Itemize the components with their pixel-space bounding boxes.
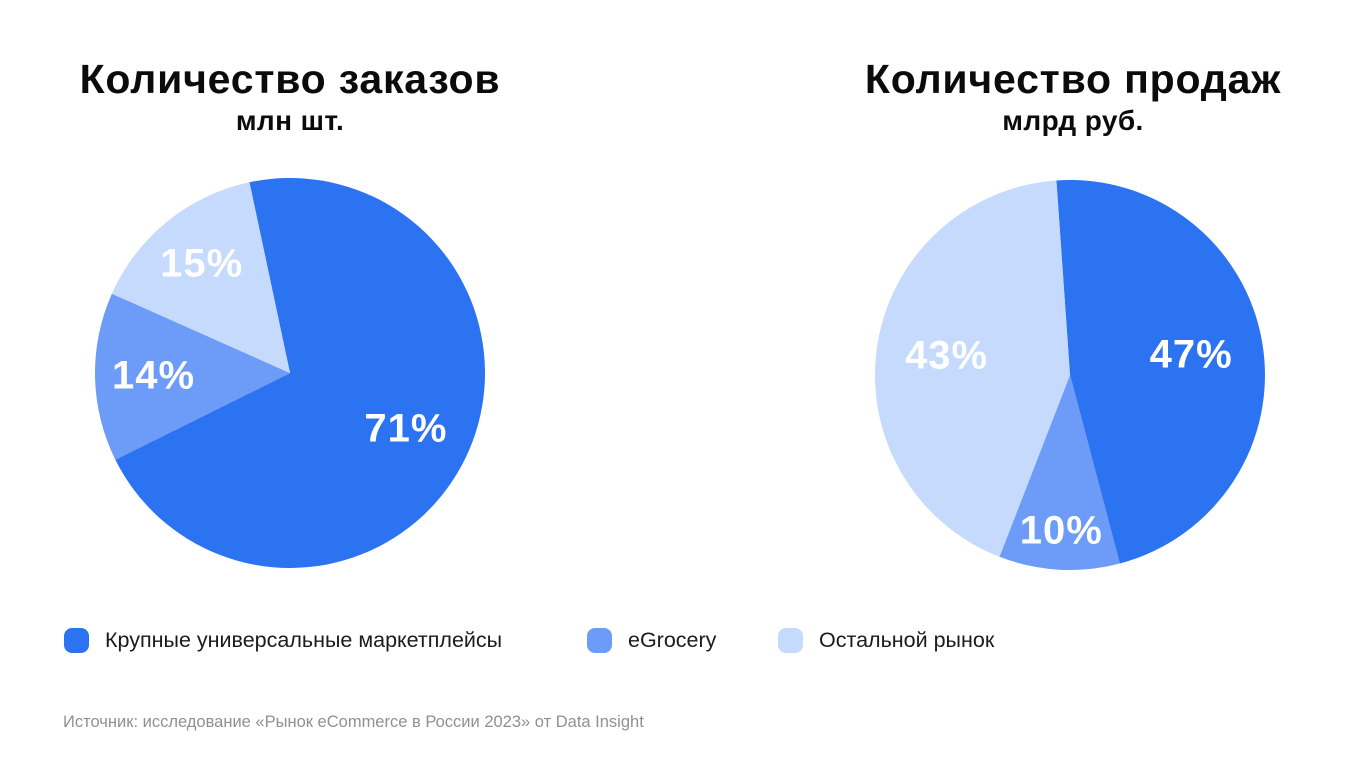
sales-pie-chart: 47% 10% 43% (875, 180, 1265, 570)
orders-pie-chart: 71% 14% 15% (95, 178, 485, 568)
orders-chart-header: Количество заказов млн шт. (10, 56, 570, 137)
legend-item-egrocery: eGrocery (587, 628, 716, 653)
sales-pie-svg (875, 180, 1265, 570)
source-note: Источник: исследование «Рынок eCommerce … (63, 713, 644, 731)
pie-slice-egrocery (95, 293, 290, 460)
orders-chart-subtitle: млн шт. (235, 105, 345, 137)
orders-pie-svg (95, 178, 485, 568)
legend-label-marketplaces: Крупные универсальные маркетплейсы (105, 628, 503, 652)
sales-chart-title: Количество продаж (864, 56, 1282, 102)
pie-slice-rest-market (875, 180, 1070, 557)
legend-item-marketplaces: Крупные универсальные маркетплейсы (64, 628, 502, 653)
legend-swatch-marketplaces-icon (64, 628, 89, 653)
legend-item-rest-market: Остальной рынок (778, 628, 994, 653)
pie-slice-egrocery (999, 375, 1120, 570)
pie-slice-rest-market (111, 182, 290, 373)
orders-chart-title: Количество заказов (79, 56, 501, 102)
sales-chart-header: Количество продаж млрд руб. (793, 56, 1353, 137)
legend-swatch-egrocery-icon (587, 628, 612, 653)
sales-chart-subtitle: млрд руб. (1002, 105, 1144, 137)
legend-label-rest-market: Остальной рынок (819, 628, 995, 652)
legend-label-egrocery: eGrocery (628, 628, 717, 652)
pie-slice-marketplaces (115, 178, 485, 568)
legend-swatch-rest-market-icon (778, 628, 803, 653)
pie-slice-marketplaces (1056, 180, 1265, 564)
